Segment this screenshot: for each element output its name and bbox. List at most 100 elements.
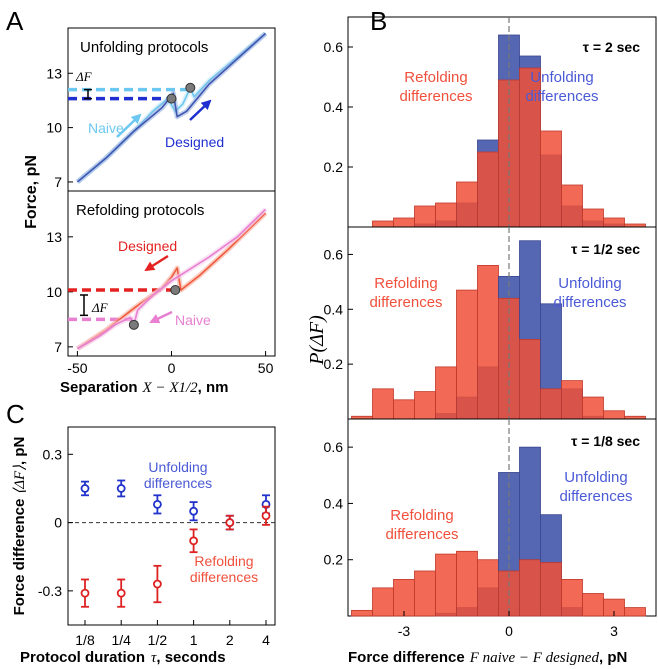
refolding-label: Refolding: [390, 507, 453, 524]
x-tick-label: 1/8: [75, 632, 95, 648]
unfolding-point: [80, 484, 90, 493]
y-tick-label: 0.4: [324, 99, 344, 115]
x-tick-label: 3: [610, 623, 618, 639]
unfolding-label: differences: [525, 88, 598, 105]
refolding-point: [225, 518, 235, 527]
panel-b-histograms: 0.2 0.4 0.6 τ = 2 sec Refolding differences Un…: [324, 16, 657, 639]
refolding-bar: [435, 366, 457, 420]
refolding-bar: [540, 388, 562, 420]
refolding-bar: [582, 396, 604, 420]
refolding-bar: [540, 130, 562, 228]
refolding-bar: [477, 151, 499, 228]
naive-arrow-bottom: [149, 310, 173, 324]
designed-arrow-top: [189, 99, 212, 121]
x-tick-label: 0: [168, 360, 176, 376]
designed-arrow-bottom: [144, 254, 169, 272]
rupture-marker: [166, 93, 177, 104]
refolding-bar: [519, 559, 541, 617]
refolding-bar: [603, 410, 625, 420]
unfolding-label: differences: [553, 294, 626, 311]
refolding-bar: [456, 550, 478, 617]
y-tick-label: -0.3: [38, 583, 62, 599]
unfolding-point: [189, 506, 199, 516]
x-tick-label: 1/4: [111, 632, 131, 648]
refolding-point: [116, 588, 126, 598]
y-tick-label: 0.3: [43, 446, 63, 462]
refolding-bar: [372, 388, 394, 420]
refolding-bar: [393, 579, 415, 617]
refolding-bar: [393, 399, 415, 420]
panel-a-top-title: Unfolding protocols: [80, 39, 208, 56]
y-tick-label: 0.4: [324, 301, 344, 317]
panel-b-xlabel: Force difference F naive − F designed, pN: [348, 649, 627, 666]
refolding-label: Refolding: [404, 69, 467, 86]
naive-label-top: Naive: [88, 120, 124, 136]
naive-label-bottom: Naive: [175, 312, 211, 328]
refolding-label: differences: [369, 294, 442, 311]
y-tick-label: 0.4: [324, 495, 344, 511]
y-tick-label: 0: [54, 515, 62, 531]
y-tick-label: 0.6: [324, 439, 344, 455]
refolding-bar: [561, 184, 583, 228]
refolding-bar: [603, 217, 625, 228]
panel-a-bottom-plot: 7 10 13 -50 0 50: [46, 207, 274, 376]
refolding-bar: [393, 217, 415, 228]
x-tick-label: -3: [398, 623, 411, 639]
refolding-bar: [561, 380, 583, 420]
refolding-bar: [561, 579, 583, 617]
unfolding-label: Unfolding: [530, 69, 593, 86]
refolding-bar: [372, 220, 394, 228]
tau-label: τ = 1/8 sec: [571, 433, 640, 449]
y-tick-label: 7: [54, 174, 62, 190]
panel-a-top-plot: 7 10 13: [46, 31, 268, 190]
panel-c-xlabel: Protocol duration τ, seconds: [20, 649, 226, 666]
histogram-panel-2: 0.2 0.4 0.6 τ = 1/2 sec Refolding differences…: [324, 226, 657, 420]
histogram-panel-3: 0.2 0.4 0.6 τ = 1/8 sec Refolding differences…: [324, 418, 657, 639]
x-tick-label: 50: [258, 360, 274, 376]
panel-label-a: A: [6, 6, 24, 36]
panel-c-frame: [67, 426, 276, 626]
tau-label: τ = 1/2 sec: [571, 241, 640, 257]
refolding-bar: [624, 607, 646, 617]
refolding-bar: [477, 559, 499, 617]
rupture-marker: [185, 82, 196, 93]
refolding-bar: [414, 391, 436, 420]
unfolding-point: [116, 484, 126, 493]
refolding-bar: [456, 181, 478, 228]
unfolding-label: Unfolding: [564, 469, 627, 486]
panel-c-refolding-label-2: differences: [190, 569, 258, 585]
y-tick-label: 0.2: [324, 356, 344, 372]
refolding-point: [261, 511, 271, 521]
refolding-bar: [582, 593, 604, 617]
y-tick-label: 0.6: [324, 39, 344, 55]
refolding-bar: [582, 208, 604, 228]
trace-designed: [76, 212, 267, 350]
refolding-bar: [456, 289, 478, 420]
refolding-point: [152, 579, 162, 589]
panel-c-unfolding-label-2: differences: [144, 475, 212, 491]
refolding-bar: [540, 562, 562, 617]
refolding-bar: [351, 609, 373, 617]
panel-c-refolding-label-1: Refolding: [194, 553, 253, 569]
panel-label-b: B: [370, 6, 387, 36]
refolding-bar: [372, 587, 394, 617]
x-tick-label: 1: [190, 632, 198, 648]
panel-c-unfolding-label-1: Unfolding: [148, 459, 207, 475]
refolding-label: differences: [385, 526, 458, 543]
rupture-marker: [128, 319, 139, 330]
y-tick-label: 10: [46, 120, 62, 136]
panel-a-bottom-title: Refolding protocols: [76, 202, 204, 219]
x-tick-label: 0: [505, 623, 513, 639]
refolding-bar: [414, 205, 436, 228]
y-tick-label: 7: [54, 339, 62, 355]
y-tick-label: 0.2: [324, 159, 344, 175]
unfolding-label: Unfolding: [558, 275, 621, 292]
panel-c-plot: -0.3 0 0.3 1/8 1/4 1/2 1 2 4: [38, 446, 275, 648]
x-tick-label: 1/2: [148, 632, 168, 648]
refolding-bar: [435, 202, 457, 228]
delta-f-label-bottom: ΔF: [91, 300, 109, 315]
trace-designed: [76, 32, 267, 183]
designed-label-bottom: Designed: [118, 238, 177, 254]
panel-b-ylabel: P(ΔF): [306, 315, 328, 366]
y-tick-label: 13: [46, 229, 62, 245]
